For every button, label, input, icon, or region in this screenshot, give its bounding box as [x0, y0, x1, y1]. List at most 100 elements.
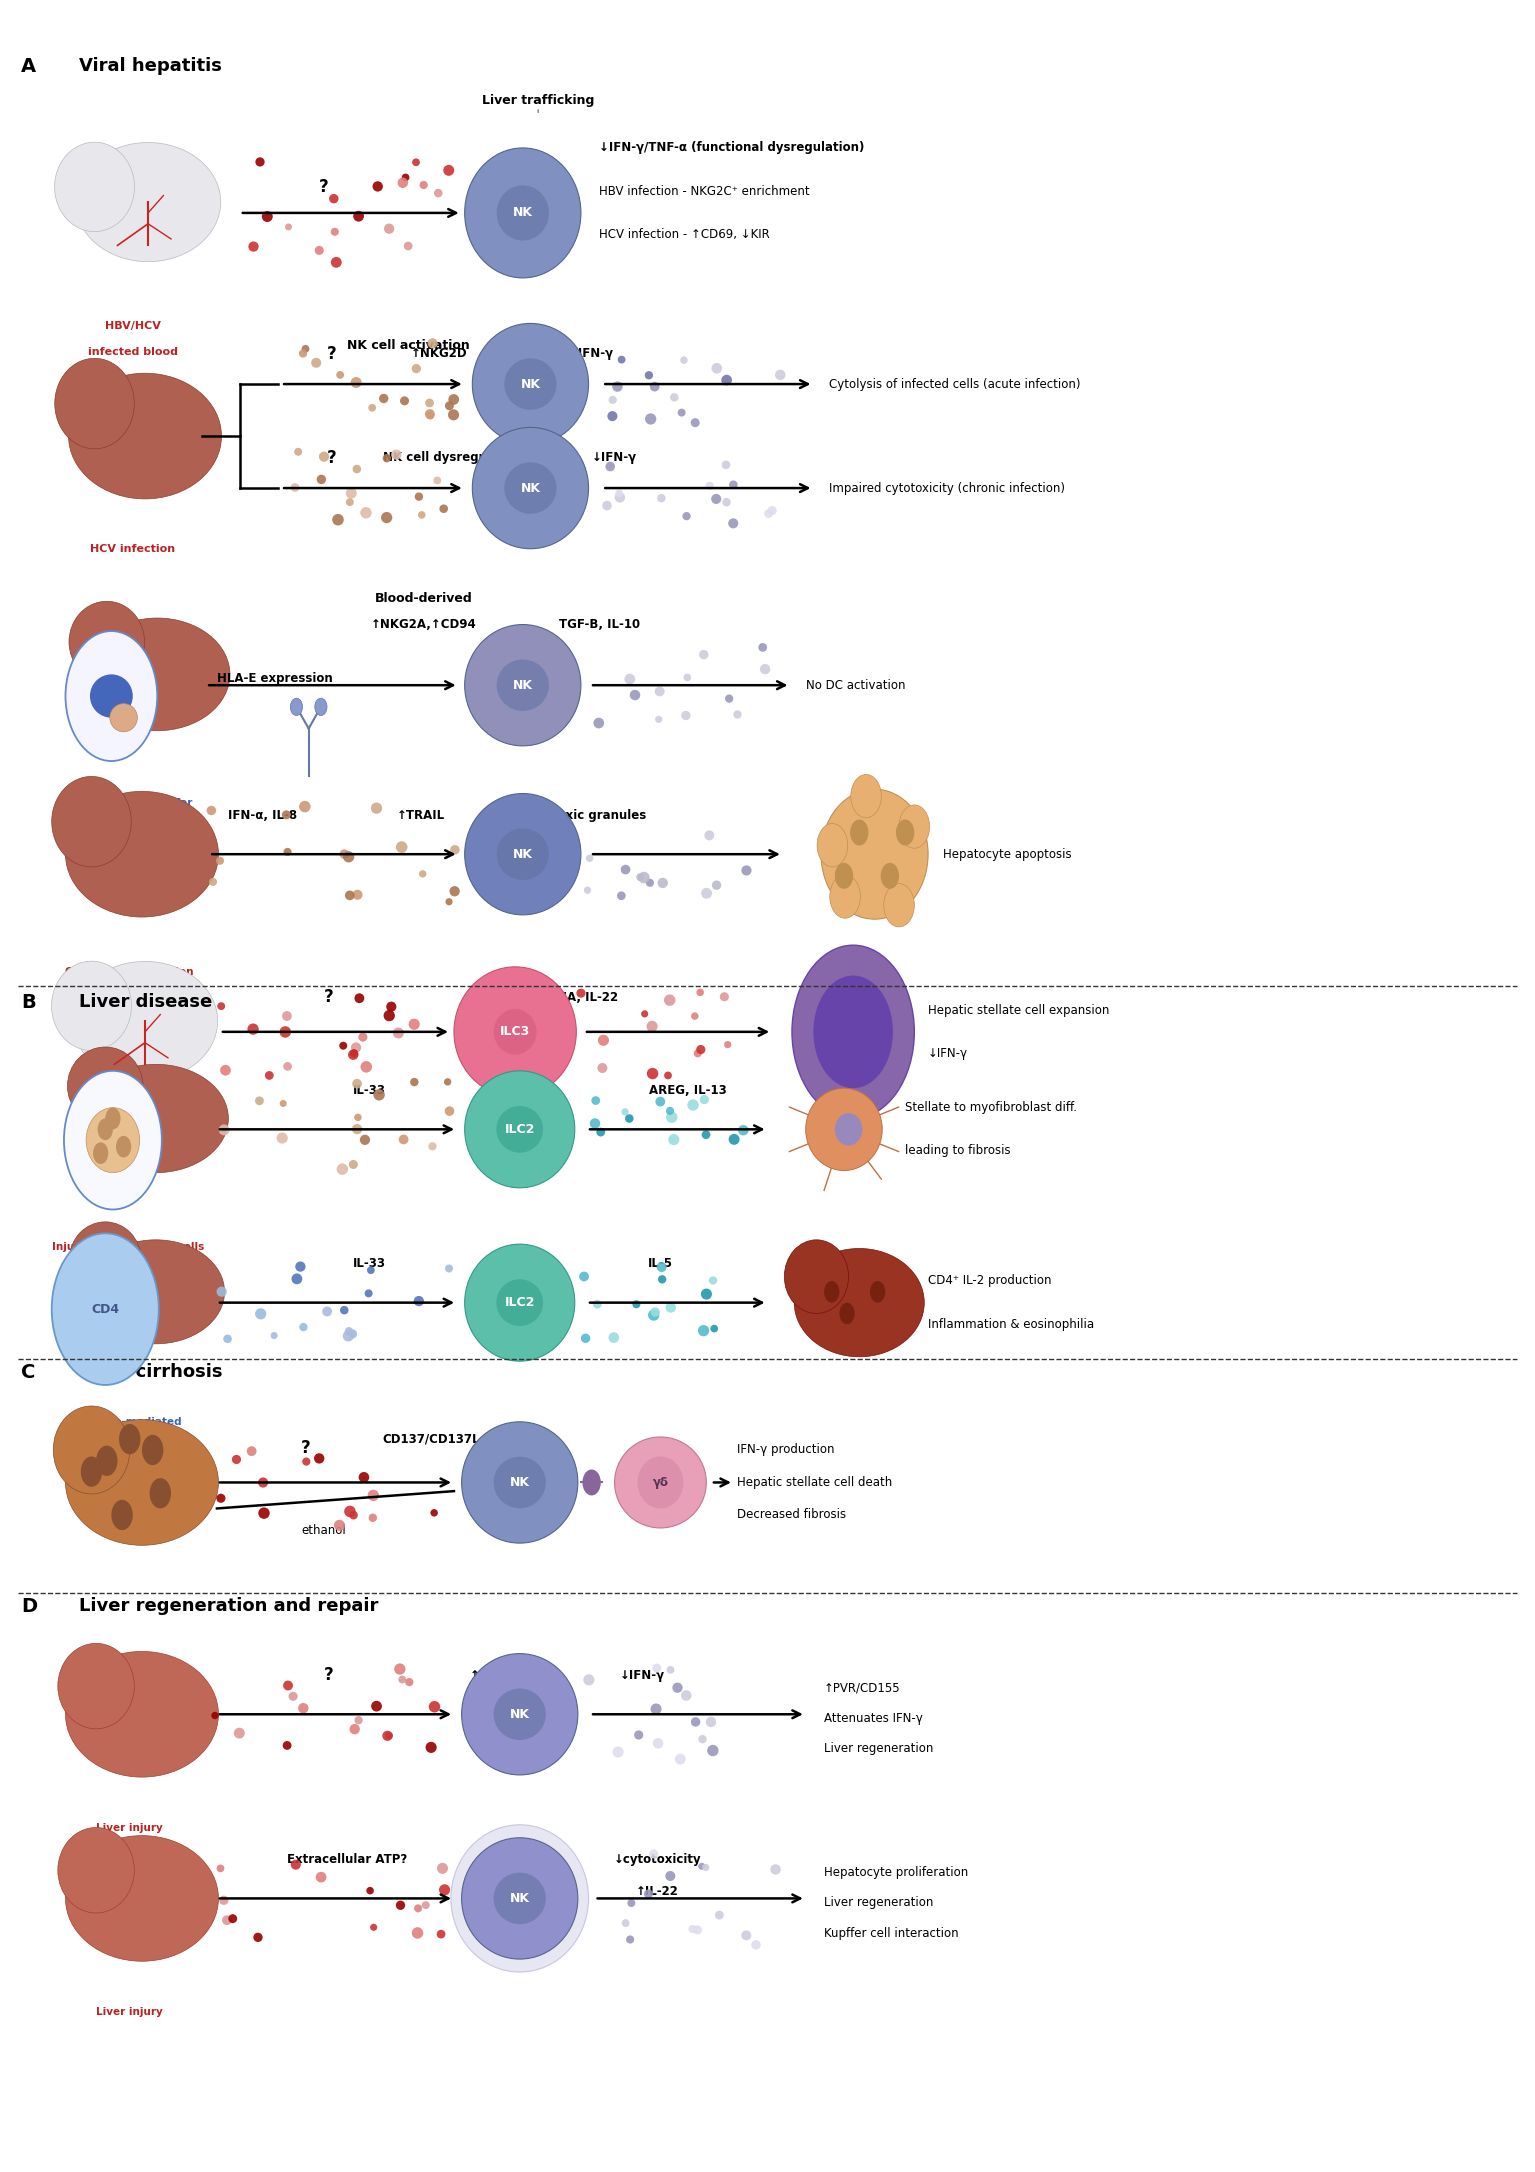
- Point: [612, 1095, 637, 1129]
- Point: [421, 1129, 445, 1164]
- Text: hepatitis: hepatitis: [101, 1444, 155, 1453]
- Point: [256, 1058, 281, 1093]
- Point: [645, 1651, 669, 1685]
- Circle shape: [81, 1457, 103, 1488]
- Point: [387, 1016, 411, 1051]
- Ellipse shape: [84, 619, 230, 730]
- Point: [293, 788, 318, 823]
- Point: [388, 1887, 413, 1922]
- Ellipse shape: [494, 1872, 546, 1924]
- Point: [734, 854, 758, 888]
- Ellipse shape: [614, 1438, 706, 1527]
- Point: [568, 975, 593, 1010]
- Point: [606, 1735, 631, 1770]
- Text: Attenuates IFN-γ: Attenuates IFN-γ: [824, 1712, 923, 1725]
- Text: ILC3: ILC3: [500, 1025, 530, 1038]
- Point: [209, 1275, 233, 1310]
- Point: [270, 1121, 295, 1156]
- Point: [364, 791, 388, 825]
- Point: [588, 1114, 612, 1149]
- Point: [619, 1922, 643, 1957]
- Point: [659, 1290, 683, 1325]
- Point: [689, 1848, 714, 1883]
- Ellipse shape: [821, 788, 929, 919]
- Point: [649, 480, 674, 515]
- Point: [344, 1030, 368, 1064]
- Circle shape: [814, 975, 893, 1088]
- Ellipse shape: [505, 358, 557, 411]
- Point: [396, 228, 421, 263]
- Point: [594, 489, 619, 523]
- Point: [589, 1051, 614, 1086]
- Point: [407, 1284, 431, 1318]
- Circle shape: [97, 1447, 118, 1477]
- Point: [600, 382, 625, 417]
- Text: IL-33: IL-33: [353, 1084, 387, 1097]
- Point: [418, 397, 442, 432]
- Text: IFN-γ production: IFN-γ production: [737, 1444, 835, 1457]
- Point: [441, 397, 465, 432]
- Point: [336, 1314, 361, 1349]
- Point: [721, 506, 746, 541]
- Text: Liver injury: Liver injury: [97, 2007, 163, 2018]
- Point: [293, 332, 318, 367]
- Point: [207, 843, 232, 877]
- Point: [282, 469, 307, 504]
- Point: [341, 1499, 365, 1533]
- Ellipse shape: [497, 828, 550, 880]
- Point: [292, 1310, 316, 1344]
- Text: ↑CD69: ↑CD69: [500, 1084, 545, 1097]
- Point: [701, 1264, 726, 1299]
- Point: [427, 176, 451, 211]
- Point: [350, 1019, 375, 1053]
- Point: [660, 1099, 685, 1134]
- Ellipse shape: [462, 1838, 577, 1959]
- Point: [422, 1497, 447, 1531]
- Point: [637, 358, 662, 393]
- Point: [341, 1316, 365, 1351]
- Point: [241, 230, 266, 265]
- Point: [359, 1253, 384, 1288]
- Point: [413, 1887, 437, 1922]
- Point: [646, 1727, 671, 1761]
- Point: [224, 1442, 249, 1477]
- Circle shape: [850, 819, 869, 845]
- Point: [393, 161, 418, 195]
- Point: [201, 864, 226, 899]
- Text: Injured parenchymal cells: Injured parenchymal cells: [52, 1242, 204, 1251]
- Point: [250, 1466, 275, 1501]
- Ellipse shape: [69, 374, 221, 500]
- Point: [700, 1733, 725, 1768]
- Ellipse shape: [75, 143, 221, 261]
- Ellipse shape: [86, 1108, 140, 1173]
- Point: [212, 1112, 236, 1147]
- Point: [715, 1027, 740, 1062]
- Point: [623, 678, 648, 712]
- Point: [284, 1262, 309, 1297]
- Ellipse shape: [454, 967, 576, 1097]
- Circle shape: [117, 1136, 132, 1158]
- Point: [757, 495, 781, 530]
- Point: [688, 975, 712, 1010]
- Ellipse shape: [54, 1405, 130, 1494]
- Point: [246, 1920, 270, 1955]
- Point: [289, 1249, 313, 1284]
- Point: [626, 1718, 651, 1753]
- Text: HCV-infected Kupffer: HCV-infected Kupffer: [68, 797, 192, 808]
- Point: [275, 999, 299, 1034]
- Point: [609, 343, 634, 378]
- Point: [391, 1123, 416, 1158]
- Point: [606, 476, 631, 510]
- Text: IFN-α, IL-8: IFN-α, IL-8: [229, 808, 298, 821]
- Point: [689, 1032, 714, 1066]
- Point: [442, 382, 467, 417]
- Point: [286, 434, 310, 469]
- Text: NK: NK: [513, 847, 533, 860]
- Ellipse shape: [72, 962, 218, 1082]
- Point: [721, 1123, 746, 1158]
- Point: [437, 884, 462, 919]
- Point: [617, 1101, 642, 1136]
- Point: [422, 1690, 447, 1725]
- Point: [338, 484, 362, 519]
- Point: [657, 1093, 682, 1127]
